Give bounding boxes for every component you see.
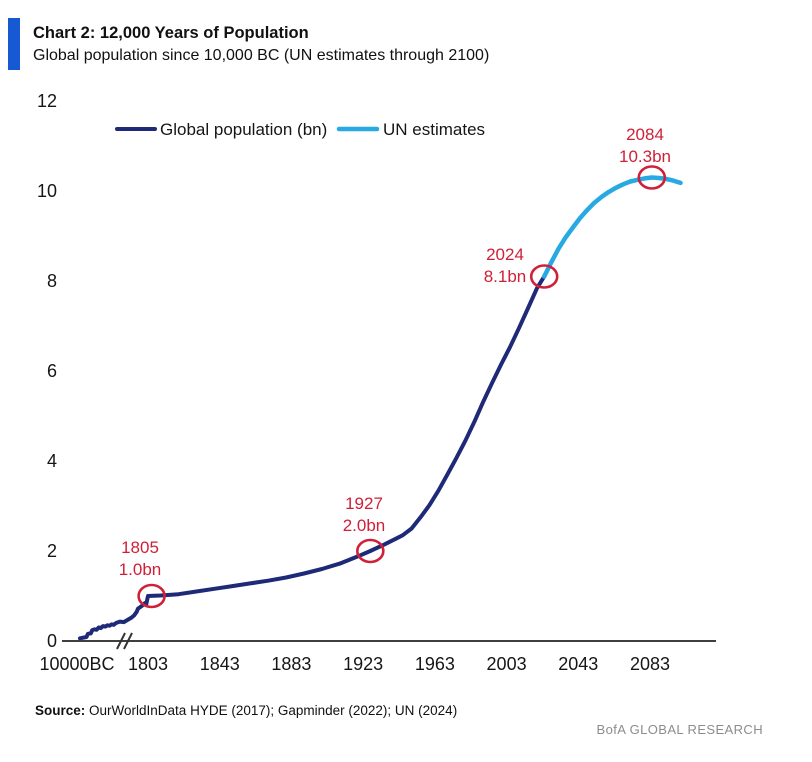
x-tick-label: 2043: [558, 654, 598, 674]
legend-label: UN estimates: [383, 120, 485, 139]
annotation-year-label: 2084: [626, 125, 664, 144]
y-tick-label: 12: [37, 91, 57, 111]
axis-break-icon: [123, 632, 133, 650]
y-tick-label: 8: [47, 271, 57, 291]
estimate-series-line: [541, 175, 683, 279]
annotation-year-label: 1927: [345, 494, 383, 513]
x-tick-label: 1843: [200, 654, 240, 674]
chart-title: Chart 2: 12,000 Years of Population: [33, 24, 309, 42]
legend-label: Global population (bn): [160, 120, 327, 139]
x-tick-label: 2003: [487, 654, 527, 674]
y-tick-label: 6: [47, 361, 57, 381]
y-tick-label: 4: [47, 451, 57, 471]
title-accent-bar: [8, 18, 20, 70]
x-tick-label: 1883: [271, 654, 311, 674]
annotation-year-label: 1805: [121, 538, 159, 557]
historical-series-line: [78, 274, 547, 641]
x-tick-label: 1923: [343, 654, 383, 674]
y-tick-label: 0: [47, 631, 57, 651]
x-tick-label: 1963: [415, 654, 455, 674]
source-label: Source:: [35, 703, 86, 718]
annotation-value-label: 1.0bn: [119, 560, 162, 579]
brand-watermark: BofA GLOBAL RESEARCH: [596, 722, 763, 737]
annotation-circle: [355, 538, 385, 564]
x-tick-label: 2083: [630, 654, 670, 674]
annotation-value-label: 10.3bn: [619, 147, 671, 166]
y-tick-label: 2: [47, 541, 57, 561]
annotation-value-label: 2.0bn: [343, 516, 386, 535]
source-note: Source: OurWorldInData HYDE (2017); Gapm…: [35, 703, 457, 718]
x-tick-label: 10000BC: [39, 654, 114, 674]
y-tick-label: 10: [37, 181, 57, 201]
annotation-circle: [637, 165, 667, 190]
source-text: OurWorldInData HYDE (2017); Gapminder (2…: [89, 703, 458, 718]
annotation-year-label: 2024: [486, 245, 524, 264]
annotation-circle: [529, 264, 559, 289]
x-tick-label: 1803: [128, 654, 168, 674]
chart-subtitle: Global population since 10,000 BC (UN es…: [33, 47, 490, 64]
axis-break-icon: [116, 632, 126, 650]
annotation-circle: [137, 583, 166, 609]
annotation-value-label: 8.1bn: [484, 267, 527, 286]
